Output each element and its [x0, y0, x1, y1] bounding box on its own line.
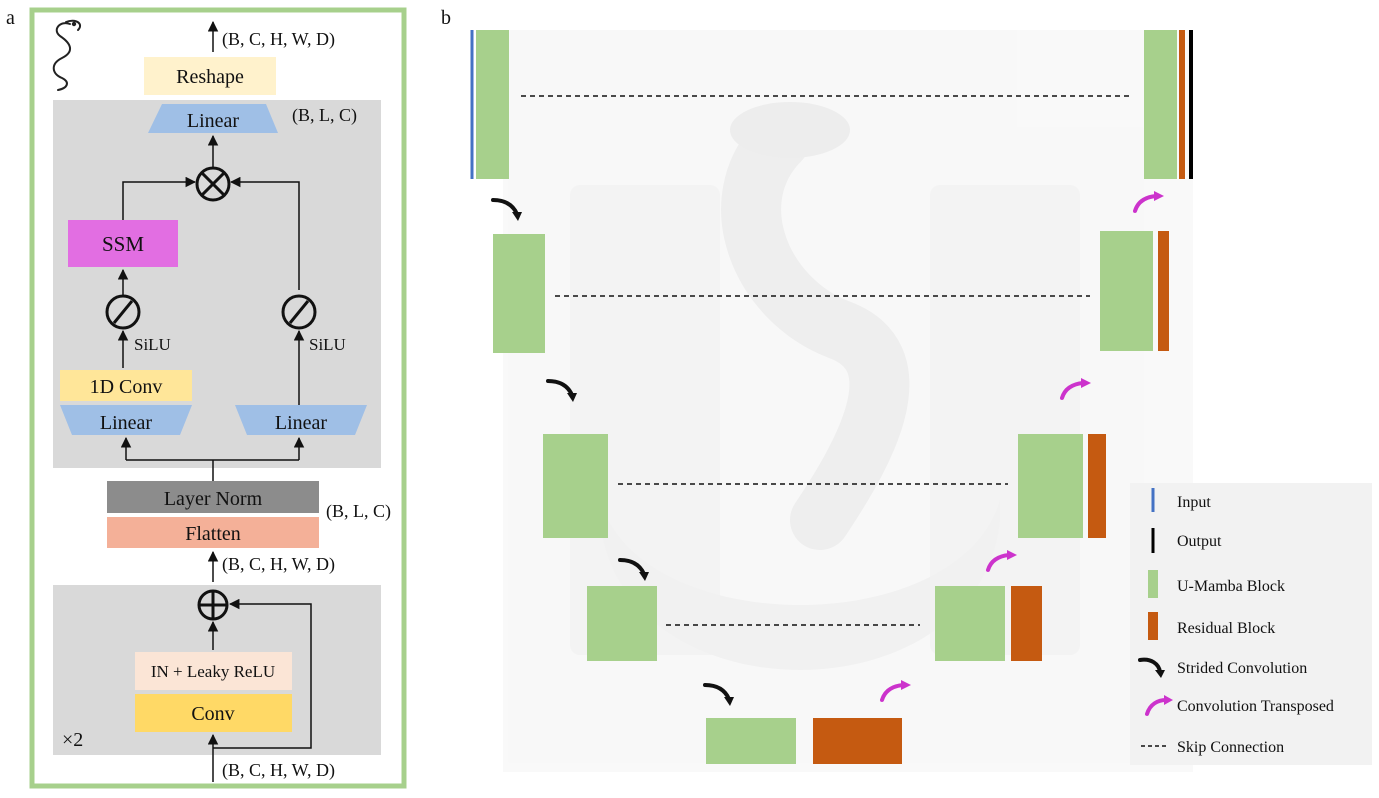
bottleneck-umamba-block [706, 718, 796, 764]
shape-mamba-label: (B, L, C) [292, 105, 357, 126]
strided-arrowhead-1 [512, 212, 522, 221]
ssm-block [68, 220, 178, 267]
linear-top-block [148, 104, 278, 133]
legend-strided-arrowhead [1155, 670, 1165, 678]
shape-mid-label: (B, C, H, W, D) [222, 554, 335, 575]
arrow-residual-skip [213, 598, 312, 749]
encoder-block-1 [476, 30, 509, 179]
strided-arrowhead-3 [639, 572, 649, 581]
bottleneck-residual-block [813, 718, 902, 764]
conv1d-block [60, 370, 192, 401]
transposed-arrowhead-2 [1007, 550, 1017, 560]
layer-norm-label: Layer Norm [164, 488, 263, 510]
in-leaky-relu-block [135, 652, 292, 690]
add-icon [197, 589, 229, 621]
shape-top-label: (B, C, H, W, D) [222, 29, 335, 50]
silu-right-icon [281, 294, 317, 330]
panel-b-label: b [441, 7, 451, 29]
legend-umamba-swatch [1148, 570, 1158, 598]
encoder-block-4 [587, 586, 657, 661]
transposed-arrowhead-3 [1081, 378, 1091, 388]
conv-label: Conv [191, 703, 234, 725]
decoder-block-4 [935, 586, 1005, 661]
legend-residual-swatch [1148, 612, 1158, 640]
arrow-ssm-to-mult [122, 176, 197, 220]
legend-output-text: Output [1177, 533, 1222, 550]
legend-transposed-arrowhead [1164, 695, 1173, 705]
transposed-arrow-1 [880, 683, 905, 702]
encoder-block-2 [493, 234, 545, 353]
linear-right-label: Linear [275, 412, 328, 434]
transposed-arrow-4 [1133, 194, 1158, 213]
transposed-arrowhead-4 [1154, 191, 1164, 201]
encoder-block-3 [543, 434, 608, 538]
decoder-residual-3 [1088, 434, 1106, 538]
snake-icon [52, 19, 82, 91]
conv1d-label: 1D Conv [90, 376, 163, 398]
layer-norm-block [107, 481, 319, 513]
decoder-residual-4 [1011, 586, 1042, 661]
legend-strided-text: Strided Convolution [1177, 660, 1307, 677]
decoder-residual-2 [1158, 231, 1169, 351]
decoder-block-1 [1144, 30, 1177, 179]
legend-skip-text: Skip Connection [1177, 739, 1284, 756]
linear-right-block [235, 405, 367, 435]
reshape-block [144, 57, 276, 95]
strided-arrow-1 [491, 198, 519, 216]
panel-a-frame [29, 7, 407, 789]
transposed-arrow-2 [986, 553, 1011, 572]
ssm-label: SSM [102, 232, 144, 256]
strided-arrow-4 [703, 683, 731, 701]
strided-arrowhead-4 [724, 697, 734, 706]
decoder-residual-1 [1179, 30, 1185, 179]
decoder-block-3 [1018, 434, 1083, 538]
shape-flatten-label: (B, L, C) [326, 501, 391, 522]
linear-left-block [60, 405, 192, 435]
arrow-right-to-mult [229, 176, 300, 290]
legend-umamba-text: U-Mamba Block [1177, 578, 1285, 595]
reshape-label: Reshape [176, 66, 244, 88]
transposed-arrow-3 [1060, 381, 1085, 400]
panel-a-label: a [6, 7, 15, 29]
legend-residual-text: Residual Block [1177, 620, 1275, 637]
silu-left-label: SiLU [134, 335, 171, 354]
silu-right-label: SiLU [309, 335, 346, 354]
linear-top-label: Linear [187, 110, 240, 132]
strided-arrowhead-2 [567, 393, 577, 402]
linear-left-label: Linear [100, 412, 153, 434]
legend: Input Output U-Mamba Block Residual Bloc… [1130, 483, 1372, 765]
strided-arrow-2 [546, 379, 574, 397]
legend-input-text: Input [1177, 494, 1211, 511]
decoder-block-2 [1100, 231, 1153, 351]
in-relu-label: IN + Leaky ReLU [151, 662, 275, 681]
conv-block [135, 694, 292, 732]
legend-transposed-arrow [1145, 698, 1168, 716]
shape-bottom-label: (B, C, H, W, D) [222, 760, 335, 781]
repeat-label: ×2 [62, 729, 83, 751]
flatten-label: Flatten [185, 523, 241, 545]
legend-transposed-text: Convolution Transposed [1177, 698, 1334, 715]
transposed-arrowhead-1 [901, 680, 911, 690]
strided-arrow-3 [618, 558, 646, 576]
flatten-block [107, 517, 319, 548]
